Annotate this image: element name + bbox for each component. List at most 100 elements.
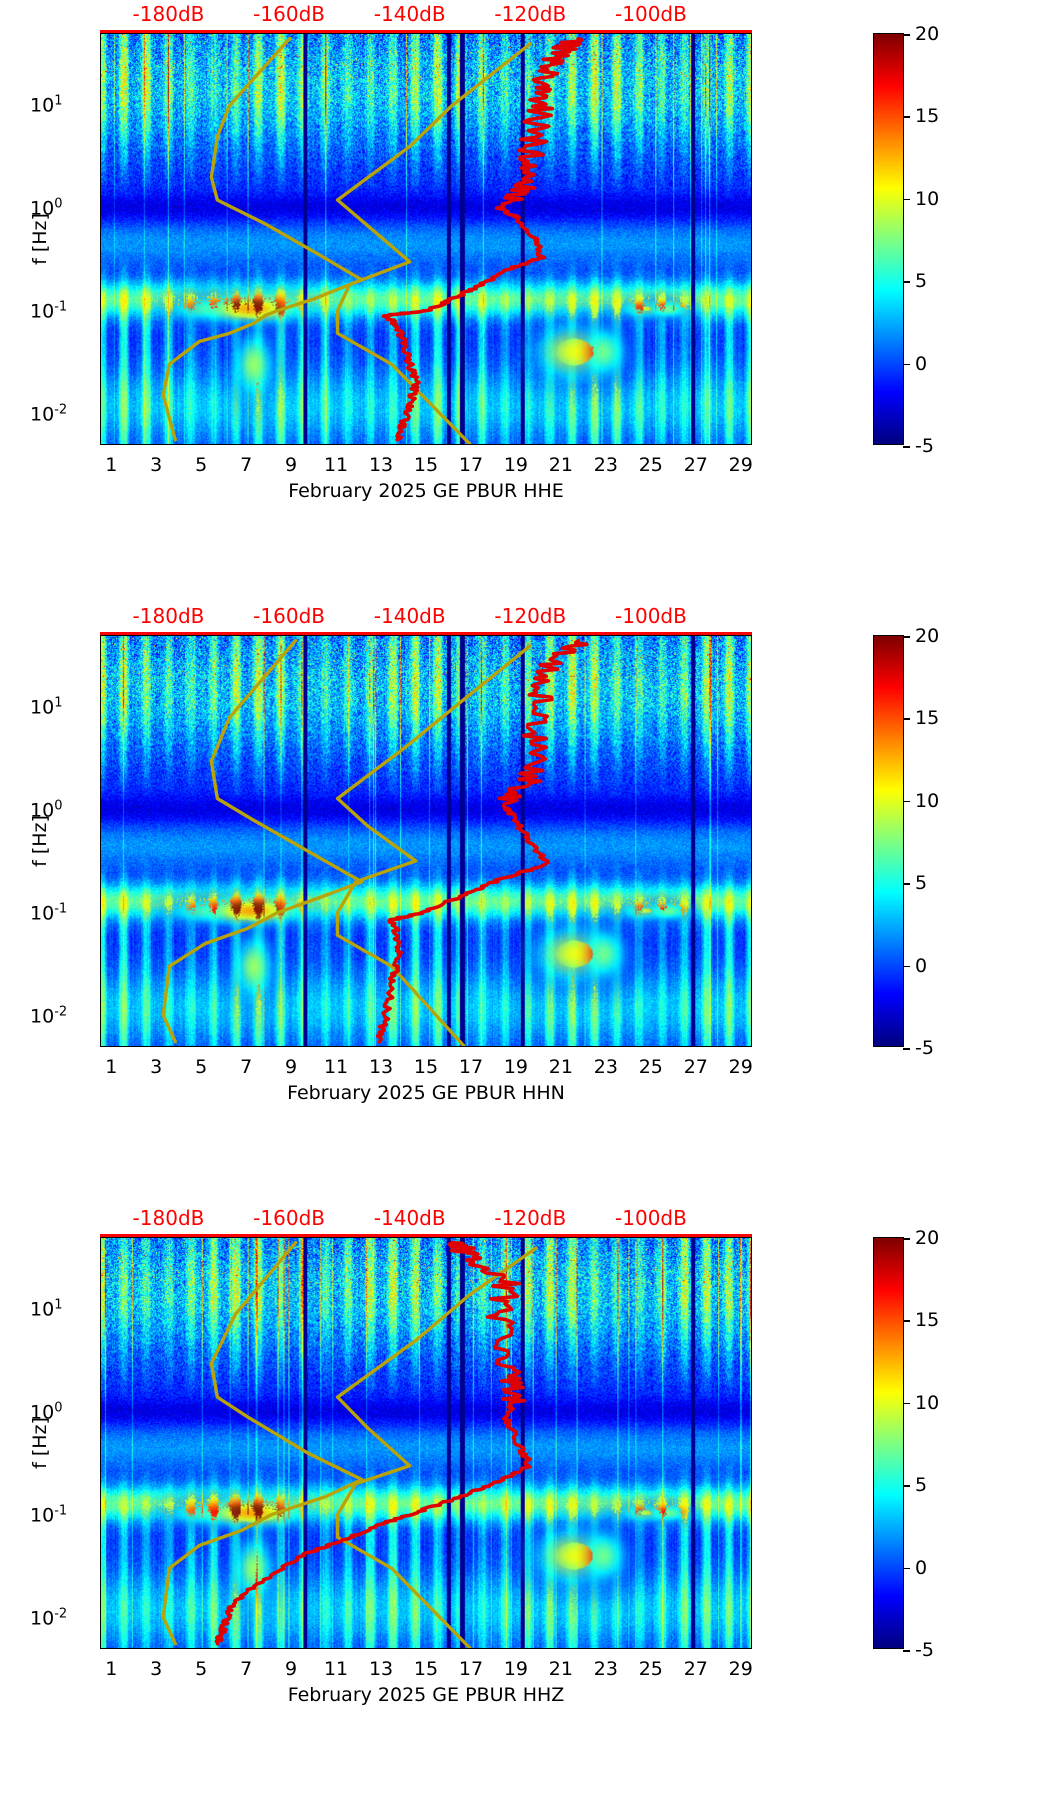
y-axis-title: f [Hz] [28, 213, 51, 265]
db-scale-label: -180dB [132, 1206, 205, 1230]
y-minor-tick [100, 1364, 101, 1365]
y-tick-label: 10-2 [30, 1606, 68, 1630]
y-minor-tick [100, 762, 101, 763]
db-scale-label: -120dB [494, 604, 567, 628]
x-tick-label: 3 [150, 1056, 163, 1078]
db-scale-label: -140dB [373, 1206, 446, 1230]
y-minor-tick [100, 44, 101, 45]
y-minor-tick [100, 1351, 101, 1352]
db-scale-label: -100dB [615, 604, 687, 628]
y-tick [100, 1619, 101, 1621]
y-minor-tick [100, 214, 101, 215]
x-tick-label: 27 [683, 454, 708, 476]
y-minor-tick [100, 232, 101, 233]
plot-area [100, 635, 752, 1047]
x-tick-label: 17 [458, 1658, 484, 1680]
y-minor-tick [100, 438, 101, 439]
y-minor-tick [100, 1033, 101, 1034]
db-scale-label: -140dB [373, 2, 446, 26]
colorbar-tick-label: 20 [915, 625, 940, 647]
y-minor-tick [100, 821, 101, 822]
colorbar-tick [903, 883, 910, 885]
y-minor-tick [100, 636, 101, 637]
x-tick-label: 7 [240, 1658, 253, 1680]
colorbar-tick [903, 1485, 910, 1487]
y-minor-tick [100, 713, 101, 714]
x-tick-label: 13 [368, 1658, 394, 1680]
noise-model-curve-secondary [335, 1246, 538, 1648]
colorbar-tick [903, 1402, 910, 1405]
y-minor-tick [100, 749, 101, 750]
x-tick-label: 15 [413, 454, 439, 476]
y-minor-tick [100, 1588, 101, 1589]
y-minor-tick [100, 420, 101, 421]
y-minor-tick [100, 1436, 101, 1437]
y-minor-tick [100, 366, 101, 367]
psd-curve [381, 36, 584, 442]
y-minor-tick [100, 147, 101, 148]
x-tick-label: 21 [548, 1658, 573, 1680]
y-minor-tick [100, 219, 101, 220]
y-tick [100, 312, 101, 314]
y-tick [100, 415, 101, 417]
x-tick-label: 27 [683, 1658, 708, 1680]
colorbar-tick [903, 281, 910, 283]
y-minor-tick [100, 384, 101, 385]
db-scale-label: -160dB [253, 1206, 325, 1230]
colorbar-tick-label: 0 [915, 352, 928, 375]
y-minor-tick [100, 1418, 101, 1419]
colorbar-tick-label: 5 [915, 270, 928, 293]
x-tick-label: 15 [413, 1658, 439, 1680]
y-minor-tick [100, 116, 101, 117]
y-minor-tick [100, 930, 101, 931]
y-tick [100, 811, 101, 813]
y-minor-tick [100, 111, 101, 112]
x-tick-label: 23 [593, 1658, 618, 1680]
x-tick-label: 13 [368, 454, 394, 476]
colorbar-tick [903, 1650, 910, 1652]
colorbar-tick-label: 5 [915, 872, 928, 895]
x-tick-label: 1 [105, 1056, 118, 1078]
y-minor-tick [100, 353, 101, 354]
psd-curve [376, 638, 589, 1044]
db-scale-label: -160dB [253, 2, 325, 26]
x-tick-label: 23 [593, 1056, 618, 1078]
y-tick [100, 106, 101, 108]
x-tick-label: 29 [728, 1658, 753, 1680]
y-minor-tick [100, 1642, 101, 1643]
colorbar-tick-label: 20 [915, 1227, 940, 1249]
spectrogram-image [101, 34, 751, 444]
colorbar-tick-label: 15 [915, 1309, 940, 1332]
y-minor-tick [100, 1429, 101, 1430]
x-tick-label: 11 [323, 454, 349, 476]
x-tick-label: 11 [323, 1658, 349, 1680]
x-tick-label: 9 [285, 1056, 298, 1078]
colorbar: 20 15 10 5 0 -5 [873, 625, 939, 1059]
db-scale-label: -100dB [615, 1206, 687, 1230]
y-minor-tick [100, 1635, 101, 1636]
panel-title: February 2025 GE PBUR HHE [288, 480, 564, 502]
y-minor-tick [100, 1526, 101, 1527]
y-minor-tick [100, 431, 101, 432]
noise-model-curve-secondary [335, 644, 532, 1046]
y-minor-tick [100, 75, 101, 76]
y-minor-tick [100, 955, 101, 956]
spectrogram-panel: -180dB -160dB -140dB -120dB -100dB 101 100 10-… [0, 602, 1052, 1174]
y-minor-tick [100, 718, 101, 719]
colorbar-tick-label: 10 [915, 789, 940, 812]
y-minor-tick [100, 1027, 101, 1028]
y-minor-tick [100, 834, 101, 835]
x-tick-label: 1 [105, 454, 118, 476]
y-tick-label: 100 [30, 1400, 63, 1424]
y-minor-tick [100, 986, 101, 987]
colorbar-tick-label: 15 [915, 105, 940, 128]
x-tick-label: 11 [323, 1056, 349, 1078]
x-tick-label: 29 [728, 1056, 753, 1078]
colorbar-tick-label: 10 [915, 187, 940, 210]
noise-model-curve [161, 36, 364, 442]
x-tick-label: 1 [105, 1658, 118, 1680]
y-tick [100, 708, 101, 710]
y-tick-label: 10-2 [30, 1004, 68, 1028]
y-minor-tick [100, 827, 101, 828]
